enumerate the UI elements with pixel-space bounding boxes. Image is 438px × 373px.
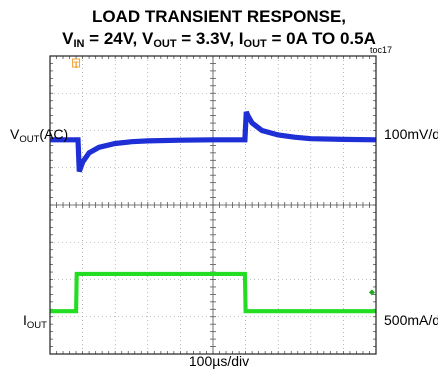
subscript-text: OUT	[153, 38, 177, 50]
label-text: V	[62, 29, 74, 48]
subscript-text: OUT	[244, 38, 268, 50]
plot-frame	[49, 55, 377, 355]
label-text: = 24V, V	[84, 29, 154, 48]
chart-title-line2: VIN = 24V, VOUT = 3.3V, IOUT = 0A TO 0.5…	[62, 29, 376, 50]
trigger-marker-box	[72, 58, 81, 68]
chart-title-line1: LOAD TRANSIENT RESPONSE,	[92, 7, 346, 26]
subscript-text: IN	[73, 38, 84, 50]
figure-id: toc17	[370, 45, 392, 55]
label-text: = 0A TO 0.5A	[267, 29, 376, 48]
traces	[50, 58, 377, 314]
label-text: I	[23, 312, 27, 328]
vout-scale: 100mV/div	[384, 126, 438, 142]
iout-label: IOUT	[23, 312, 47, 331]
x-axis-label: 100µs/div	[189, 353, 249, 369]
vout-trace	[50, 110, 377, 173]
label-text: = 3.3V, I	[177, 29, 244, 48]
iout-scale: 500mA/div	[384, 312, 438, 328]
label-text: (AC)	[39, 126, 68, 142]
subscript-text: OUT	[27, 320, 47, 331]
channel-marker: ◆	[369, 287, 376, 296]
trigger-marker: T	[73, 60, 79, 70]
label-text: V	[10, 126, 20, 142]
vout-label: VOUT(AC)	[10, 126, 68, 145]
subscript-text: OUT	[19, 134, 39, 145]
iout-trace	[50, 271, 376, 314]
